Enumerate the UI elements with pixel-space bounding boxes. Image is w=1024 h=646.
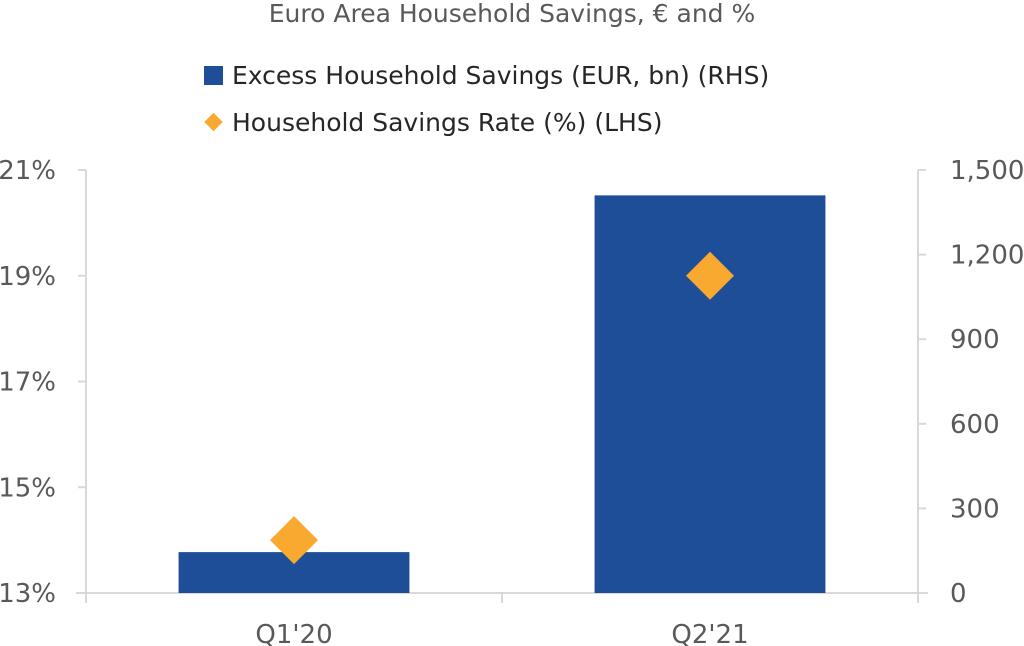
right-tick-label: 1,200	[950, 241, 1024, 271]
category-label: Q1'20	[255, 620, 332, 646]
chart-title: Euro Area Household Savings, € and %	[269, 0, 756, 28]
right-tick-label: 900	[950, 325, 1000, 355]
legend-swatch-bar	[204, 66, 223, 85]
left-tick-label: 15%	[0, 473, 56, 503]
right-axis-ticks: 0 300 600 900 1,200 1,500	[918, 156, 1024, 609]
right-tick-label: 0	[950, 579, 967, 609]
legend: Excess Household Savings (EUR, bn) (RHS)…	[204, 61, 769, 137]
left-axis-ticks: 13% 15% 17% 19% 21%	[0, 156, 86, 609]
right-tick-label: 1,500	[950, 156, 1024, 186]
legend-swatch-diamond	[204, 112, 223, 132]
left-tick-label: 21%	[0, 156, 56, 186]
right-tick-label: 300	[950, 494, 1000, 524]
legend-label-excess-savings: Excess Household Savings (EUR, bn) (RHS)	[232, 61, 769, 90]
right-tick-label: 600	[950, 410, 1000, 440]
left-tick-label: 17%	[0, 368, 56, 398]
marker-q1-20	[270, 516, 318, 565]
marker-q2-21	[686, 251, 734, 300]
legend-label-savings-rate: Household Savings Rate (%) (LHS)	[232, 108, 662, 137]
category-labels: Q1'20 Q2'21	[255, 620, 748, 646]
left-tick-label: 19%	[0, 262, 56, 292]
category-label: Q2'21	[671, 620, 748, 646]
x-axis-ticks	[85, 593, 919, 603]
bar-series	[178, 195, 826, 593]
left-tick-label: 13%	[0, 579, 56, 609]
marker-series	[270, 251, 734, 565]
